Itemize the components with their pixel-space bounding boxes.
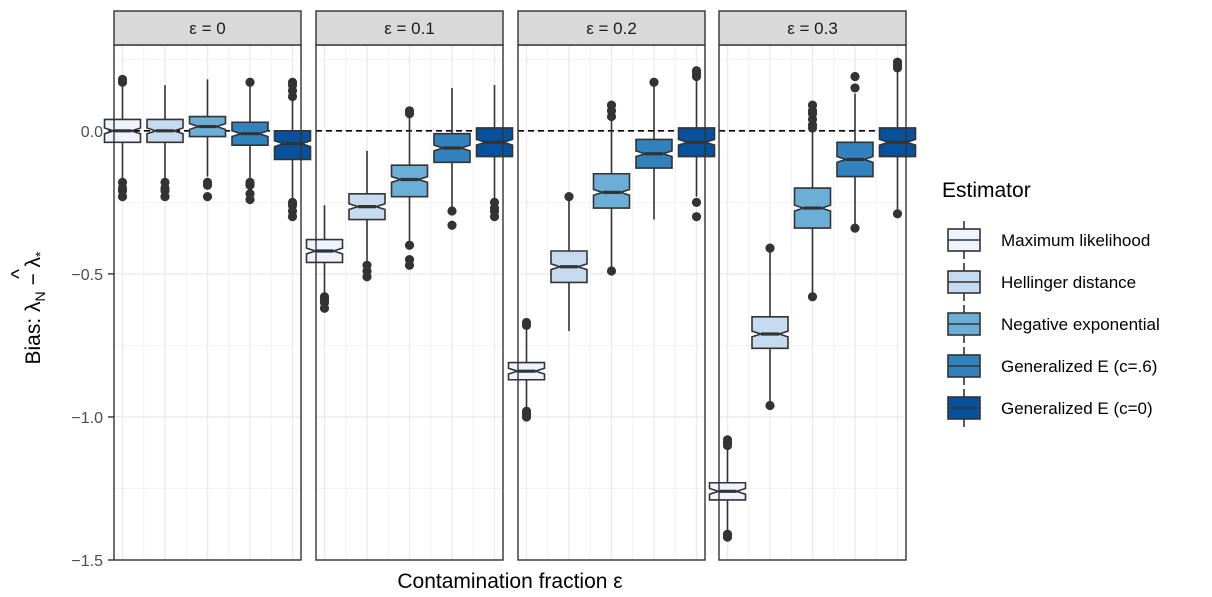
outlier-point — [691, 212, 702, 222]
outlier-point — [807, 100, 818, 110]
x-axis-title: Contamination fraction ε — [397, 570, 622, 593]
outlier-point — [245, 77, 255, 87]
outlier-point — [489, 212, 500, 222]
box-3 — [635, 77, 673, 220]
legend-entry: Hellinger distance — [947, 263, 1136, 301]
legend-entry: Negative exponential — [947, 305, 1160, 343]
panel-strip-label: ε = 0.3 — [787, 19, 838, 38]
box-1 — [146, 85, 184, 202]
y-axis-title: Bias: λN − λ* — [22, 251, 48, 365]
outlier-point — [202, 180, 213, 190]
outlier-point — [245, 194, 255, 205]
y-title-lambda: λ — [22, 301, 45, 312]
outlier-point — [521, 412, 532, 422]
outlier-point — [691, 66, 702, 76]
outlier-point — [447, 206, 457, 216]
outlier-point — [287, 77, 298, 87]
y-title-hat: ^ — [8, 269, 31, 279]
y-title-sub-n: N — [32, 291, 48, 301]
y-tick-label: −1.5 — [71, 553, 103, 570]
outlier-point — [319, 303, 330, 313]
panel-2: ε = 0.2 — [507, 10, 716, 561]
outlier-point — [765, 400, 775, 411]
panel-strip-label: ε = 0 — [189, 19, 225, 38]
outlier-point — [160, 192, 170, 202]
box-2 — [390, 106, 429, 270]
panel-strip-label: ε = 0.2 — [586, 19, 637, 38]
outlier-point — [447, 220, 457, 230]
outlier-point — [691, 197, 702, 207]
box-3 — [836, 71, 874, 233]
y-title-minus: − λ — [22, 256, 45, 291]
outlier-point — [892, 209, 903, 219]
y-tick-label: −0.5 — [71, 267, 103, 284]
legend-entries: Maximum likelihood Hellinger distance Nega… — [947, 221, 1160, 427]
panel-strip — [718, 10, 907, 46]
y-axis: 0.0 −0.5 −1.0 −1.5 — [71, 124, 114, 570]
box-2 — [188, 79, 227, 202]
outlier-point — [807, 292, 818, 302]
box-2 — [592, 100, 631, 276]
y-tick-label: 0.0 — [81, 124, 103, 141]
legend-label: Negative exponential — [1001, 315, 1160, 334]
outlier-point — [765, 243, 775, 253]
outlier-point — [606, 100, 617, 110]
outlier-point — [287, 212, 298, 222]
outlier-point — [404, 240, 415, 250]
outlier-point — [606, 266, 617, 276]
outlier-point — [404, 260, 415, 270]
panel-0: ε = 0 — [103, 10, 312, 561]
legend-title: Estimator — [942, 179, 1031, 202]
box-1 — [348, 150, 386, 282]
box-1 — [751, 243, 789, 411]
outlier-point — [117, 192, 128, 202]
panel-strip — [315, 10, 504, 46]
box-3 — [433, 87, 471, 230]
outlier-point — [404, 106, 415, 116]
legend-entry: Generalized E (c=0) — [947, 389, 1153, 427]
outlier-point — [564, 192, 574, 202]
box-2 — [793, 100, 832, 302]
box-1 — [550, 192, 588, 332]
outlier-point — [850, 83, 860, 93]
panel-strip — [113, 10, 302, 46]
y-title-prefix: Bias: — [22, 312, 45, 365]
y-title-lambda-hat: λ — [22, 301, 45, 312]
outlier-point — [722, 532, 733, 542]
outlier-point — [892, 57, 903, 67]
outlier-point — [362, 272, 372, 282]
panel-1: ε = 0.1 — [305, 10, 514, 561]
outlier-point — [202, 192, 213, 202]
outlier-point — [245, 180, 255, 190]
outlier-point — [649, 77, 659, 87]
panel-strip — [517, 10, 706, 46]
panel-3: ε = 0.3 — [708, 10, 917, 561]
legend-label: Hellinger distance — [1001, 273, 1136, 292]
outlier-point — [850, 223, 860, 233]
box-3 — [231, 77, 269, 205]
legend-entry: Generalized E (c=.6) — [947, 347, 1157, 385]
outlier-point — [722, 435, 733, 445]
panels-layer: ε = 0 ε = 0.1 ε = 0.2 ε = 0.3 — [103, 10, 917, 561]
legend-label: Generalized E (c=.6) — [1001, 357, 1157, 376]
outlier-point — [521, 317, 532, 328]
outlier-point — [850, 71, 860, 82]
legend-label: Generalized E (c=0) — [1001, 399, 1153, 418]
outlier-point — [117, 74, 128, 84]
y-tick-label: −1.0 — [71, 410, 103, 427]
legend-entry: Maximum likelihood — [947, 221, 1150, 259]
legend: Estimator Maximum likelihood Hellinger di… — [942, 179, 1160, 427]
y-title-sub-star: * — [32, 251, 48, 257]
legend-label: Maximum likelihood — [1001, 231, 1150, 250]
panel-strip-label: ε = 0.1 — [384, 19, 435, 38]
